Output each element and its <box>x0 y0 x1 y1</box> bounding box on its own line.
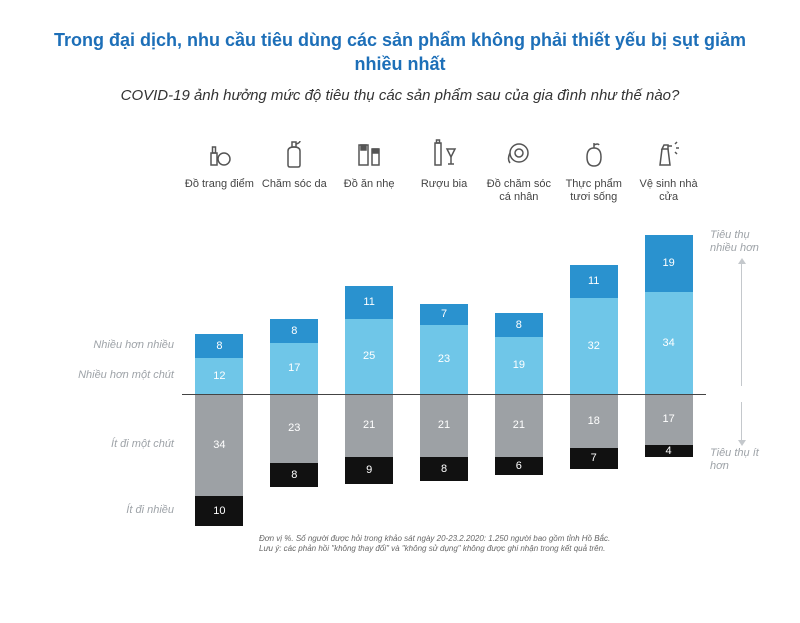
axis-more: Tiêu thụ nhiều hơn <box>710 229 766 255</box>
arrow-down-icon <box>741 402 742 441</box>
seg-much_more: 8 <box>195 334 243 358</box>
seg-little_less: 21 <box>345 394 393 457</box>
seg-little_more: 17 <box>270 343 318 394</box>
column: Đồ ăn nhẹ 1125219 <box>332 134 407 574</box>
personal-icon <box>505 134 533 174</box>
skincare-icon <box>280 134 308 174</box>
bar-down: 216 <box>495 394 543 475</box>
column: Vệ sinh nhà cửa 1934174 <box>631 134 706 574</box>
column: Đồ trang điểm 8123410 <box>182 134 257 574</box>
seg-much_more: 11 <box>570 265 618 298</box>
makeup-icon <box>204 134 234 174</box>
cleaning-icon <box>654 134 684 174</box>
fresh-icon <box>581 134 607 174</box>
category-label: Đồ chăm sóc cá nhân <box>481 178 556 206</box>
category-label: Vệ sinh nhà cửa <box>631 178 706 206</box>
category-label: Đồ trang điểm <box>185 178 254 206</box>
seg-little_less: 21 <box>420 394 468 457</box>
bar-up: 1934 <box>645 235 693 394</box>
alcohol-icon <box>429 134 459 174</box>
seg-little_less: 18 <box>570 394 618 448</box>
column: Rượu bia 723218 <box>407 134 482 574</box>
seg-little_more: 34 <box>645 292 693 394</box>
bar-up: 1125 <box>345 286 393 394</box>
category-label: Thực phẩm tươi sống <box>556 178 631 206</box>
column: Chăm sóc da817238 <box>257 134 332 574</box>
legend-little-more: Nhiều hơn một chút <box>34 369 174 381</box>
seg-little_more: 19 <box>495 337 543 394</box>
seg-little_more: 25 <box>345 319 393 394</box>
seg-little_less: 23 <box>270 394 318 463</box>
chart-title: Trong đại dịch, nhu cầu tiêu dùng các sả… <box>34 28 766 77</box>
bar-down: 174 <box>645 394 693 457</box>
arrow-up-icon <box>741 263 742 386</box>
column: Đồ chăm sóc cá nhân 819216 <box>481 134 556 574</box>
seg-little_less: 21 <box>495 394 543 457</box>
snacks-icon <box>355 134 383 174</box>
seg-much_less: 8 <box>270 463 318 487</box>
category-label: Rượu bia <box>421 178 467 206</box>
seg-little_less: 17 <box>645 394 693 445</box>
seg-much_less: 9 <box>345 457 393 484</box>
bar-down: 187 <box>570 394 618 469</box>
bar-down: 238 <box>270 394 318 487</box>
seg-much_less: 8 <box>420 457 468 481</box>
bar-down: 218 <box>420 394 468 481</box>
bar-up: 817 <box>270 319 318 394</box>
seg-much_more: 8 <box>270 319 318 343</box>
legend-much-more: Nhiều hơn nhiều <box>34 339 174 351</box>
seg-little_more: 12 <box>195 358 243 394</box>
bar-up: 812 <box>195 334 243 394</box>
seg-much_less: 6 <box>495 457 543 475</box>
category-label: Đồ ăn nhẹ <box>344 178 395 206</box>
bar-down: 219 <box>345 394 393 484</box>
footnote: Đơn vị %. Số người được hỏi trong khảo s… <box>259 534 619 555</box>
bar-up: 819 <box>495 313 543 394</box>
chart-area: Nhiều hơn nhiều Nhiều hơn một chút Ít đi… <box>34 134 766 574</box>
bar-down: 3410 <box>195 394 243 526</box>
seg-little_more: 23 <box>420 325 468 394</box>
seg-much_less: 4 <box>645 445 693 457</box>
bar-up: 723 <box>420 304 468 394</box>
seg-much_more: 7 <box>420 304 468 325</box>
seg-little_less: 34 <box>195 394 243 496</box>
baseline <box>182 394 706 395</box>
category-label: Chăm sóc da <box>262 178 327 206</box>
axis-less: Tiêu thụ ít hơn <box>710 447 766 473</box>
seg-much_less: 7 <box>570 448 618 469</box>
bar-up: 1132 <box>570 265 618 394</box>
legend-much-less: Ít đi nhiều <box>34 504 174 516</box>
columns: Đồ trang điểm8123410Chăm sóc da817238Đồ … <box>182 134 706 574</box>
legend-little-less: Ít đi một chút <box>34 438 174 450</box>
seg-little_more: 32 <box>570 298 618 394</box>
seg-much_more: 11 <box>345 286 393 319</box>
seg-much_less: 10 <box>195 496 243 526</box>
seg-much_more: 8 <box>495 313 543 337</box>
column: Thực phẩm tươi sống 1132187 <box>556 134 631 574</box>
seg-much_more: 19 <box>645 235 693 292</box>
chart-subtitle: COVID-19 ảnh hưởng mức độ tiêu thụ các s… <box>34 87 766 104</box>
